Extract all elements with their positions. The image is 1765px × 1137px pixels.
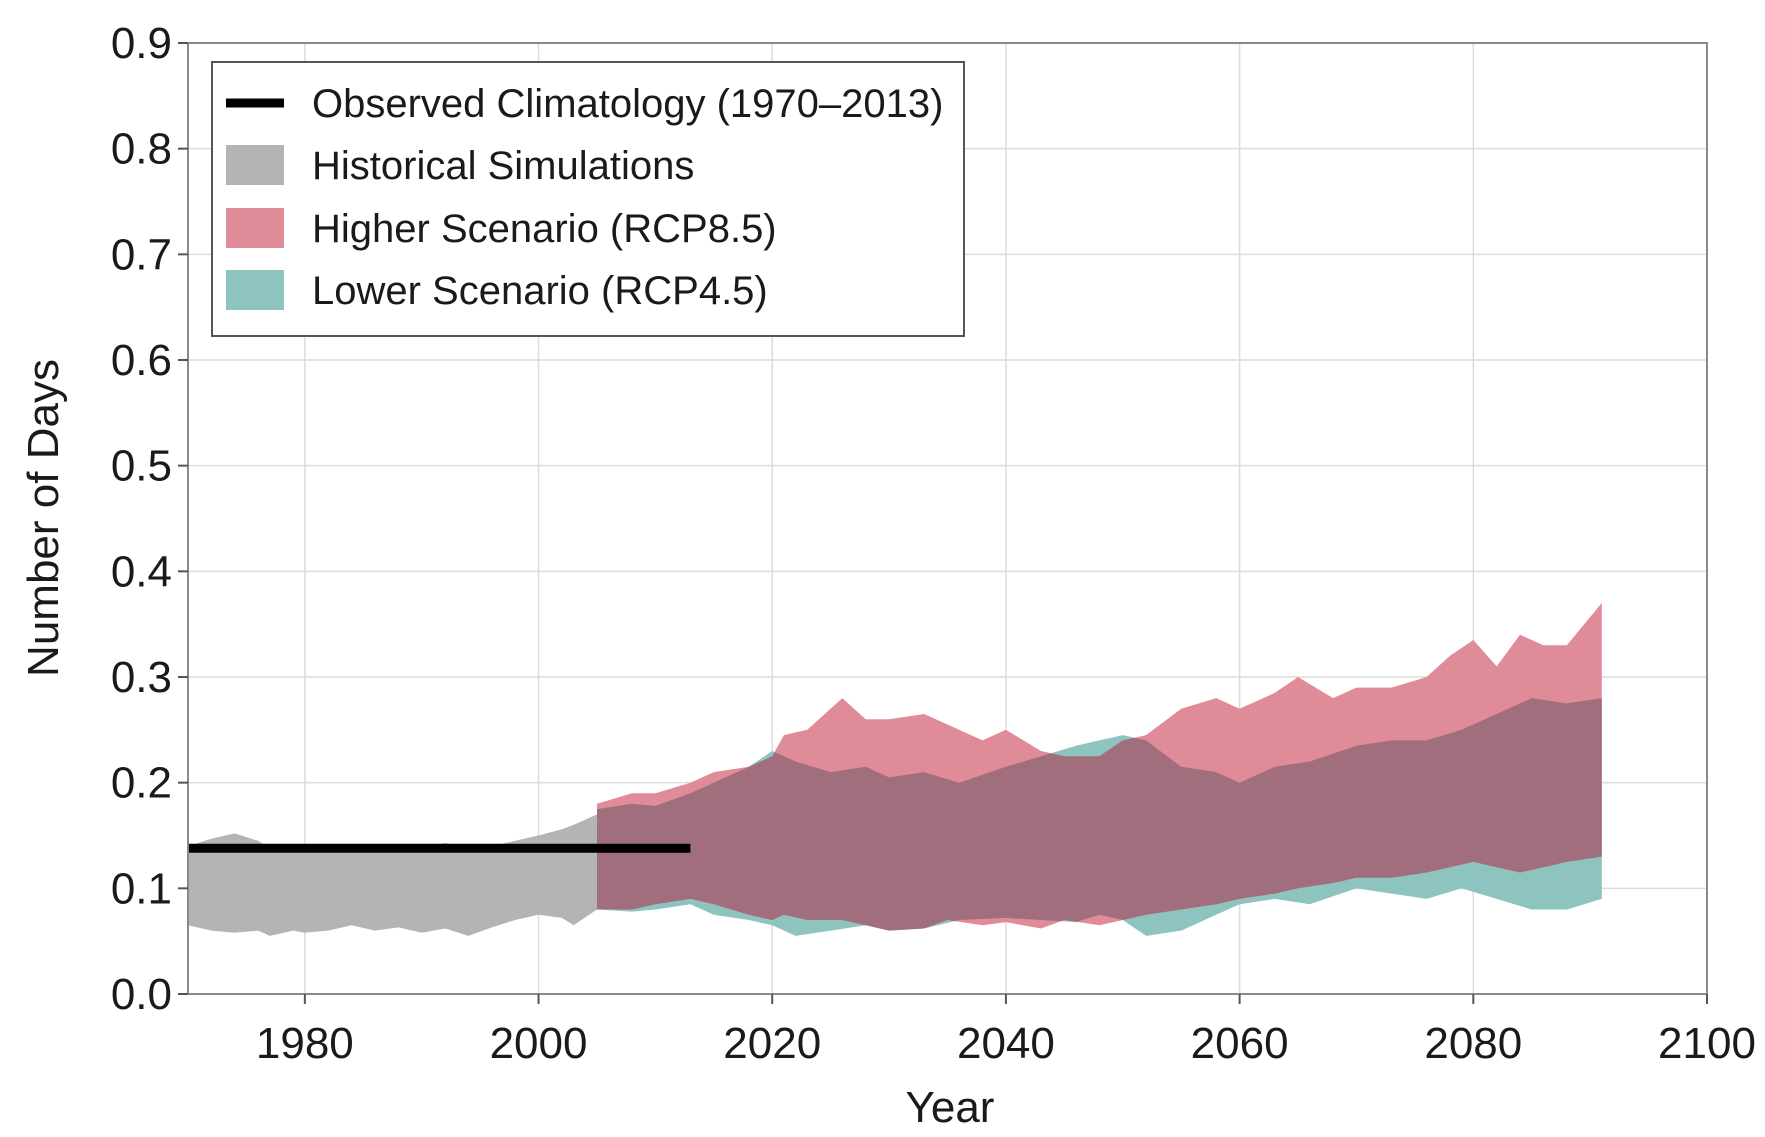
y-tick-label: 0.8 bbox=[111, 125, 172, 174]
y-tick-label: 0.7 bbox=[111, 230, 172, 279]
x-tick-label: 2040 bbox=[957, 1019, 1055, 1068]
legend-swatch-box bbox=[226, 270, 284, 310]
x-axis-title: Year bbox=[906, 1083, 995, 1132]
x-tick-label: 2100 bbox=[1658, 1019, 1756, 1068]
ticks-layer: 1980 2000 2020 2040 2060 2080 2100 0.0 0.1 0.2 0.3… bbox=[111, 19, 1756, 1068]
y-tick-label: 0.4 bbox=[111, 547, 172, 596]
y-tick-label: 0.6 bbox=[111, 336, 172, 385]
legend-swatch-box bbox=[226, 145, 284, 185]
y-tick-label: 0.2 bbox=[111, 759, 172, 808]
x-tick-label: 1980 bbox=[256, 1019, 354, 1068]
legend-label: Observed Climatology (1970–2013) bbox=[312, 82, 943, 126]
legend-label: Historical Simulations bbox=[312, 144, 694, 188]
legend-swatch-box bbox=[226, 208, 284, 248]
band-scenario-overlap bbox=[597, 698, 1602, 931]
y-tick-label: 0.5 bbox=[111, 442, 172, 491]
y-tick-label: 0.3 bbox=[111, 653, 172, 702]
x-tick-label: 2060 bbox=[1191, 1019, 1289, 1068]
bands-layer bbox=[188, 603, 1602, 936]
y-tick-label: 0.1 bbox=[111, 864, 172, 913]
legend-label: Lower Scenario (RCP4.5) bbox=[312, 269, 768, 313]
y-tick-label: 0.9 bbox=[111, 19, 172, 68]
legend-items: Observed Climatology (1970–2013) Historic… bbox=[226, 82, 943, 313]
x-tick-label: 2080 bbox=[1424, 1019, 1522, 1068]
y-tick-label: 0.0 bbox=[111, 970, 172, 1019]
legend: Observed Climatology (1970–2013) Historic… bbox=[211, 61, 965, 337]
plot-frame bbox=[187, 42, 1708, 995]
band-historical-simulations bbox=[188, 814, 597, 936]
legend-label: Higher Scenario (RCP8.5) bbox=[312, 207, 777, 251]
legend-box bbox=[211, 61, 965, 337]
y-axis-title: Number of Days bbox=[19, 359, 68, 677]
x-tick-label: 2020 bbox=[723, 1019, 821, 1068]
x-tick-label: 2000 bbox=[490, 1019, 588, 1068]
